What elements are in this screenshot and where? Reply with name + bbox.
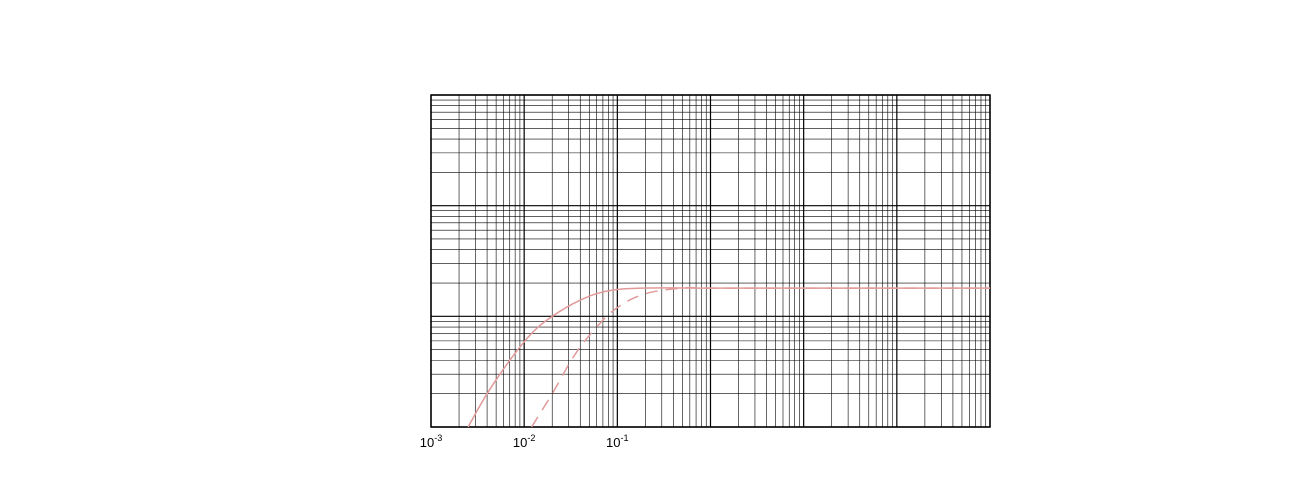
pumping-speed-chart: 10-310-210-1: [0, 0, 1300, 500]
chart-container: 10-310-210-1: [0, 0, 1300, 500]
